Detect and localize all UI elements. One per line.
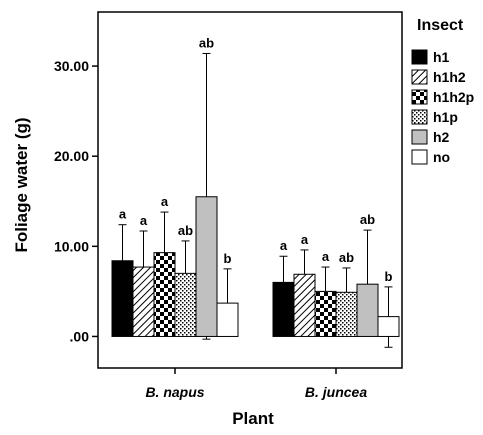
bar-h1h2p	[314, 290, 337, 337]
legend-swatch-h1h2p	[411, 89, 428, 105]
x-axis-title: Plant	[232, 409, 274, 428]
y-axis-title: Foliage water (g)	[12, 117, 31, 252]
y-tick-label: 10.00	[54, 238, 89, 254]
bar-h1h2	[132, 266, 155, 337]
legend-label-h1h2p: h1h2p	[433, 89, 474, 105]
legend-swatch-h1	[411, 49, 428, 65]
legend: Insect h1 h1h2 h1h2p h1p h2 no	[411, 17, 474, 165]
legend-label-h1p: h1p	[433, 109, 458, 125]
sig-letter-h1p: ab	[339, 250, 354, 265]
sig-letter-h1: a	[119, 207, 127, 222]
bar-h2	[356, 283, 379, 337]
legend-label-no: no	[433, 149, 450, 165]
sig-letter-h1h2p: a	[161, 194, 169, 209]
error-bars	[118, 52, 393, 348]
bar-no	[216, 302, 239, 337]
x-tick-label: B. napus	[145, 384, 204, 400]
legend-swatch-h2	[411, 129, 428, 145]
bar-h2	[195, 196, 218, 337]
sig-letter-h1h2p: a	[322, 249, 330, 264]
y-tick-label: 30.00	[54, 58, 89, 74]
legend-swatch-h1p	[411, 109, 428, 125]
legend-label-h2: h2	[433, 129, 450, 145]
legend-swatch-h1h2	[411, 69, 428, 85]
bar-no	[377, 316, 400, 337]
y-tick-label: .00	[70, 328, 90, 344]
bar-h1	[111, 260, 134, 337]
sig-letter-h1h2: a	[140, 213, 148, 228]
bar-h1h2p	[153, 252, 176, 337]
bar-h1	[272, 281, 295, 337]
bar-h1p	[335, 291, 358, 337]
x-tick-label: B. juncea	[305, 384, 367, 400]
x-axis: B. napus B. juncea	[145, 368, 367, 400]
bar-h1h2	[293, 273, 316, 337]
legend-title: Insect	[417, 17, 464, 34]
y-tick-label: 20.00	[54, 148, 89, 164]
sig-letter-h1h2: a	[301, 232, 309, 247]
sig-letter-no: b	[224, 251, 232, 266]
bar-h1p	[174, 272, 197, 337]
sig-letter-h2: ab	[199, 35, 214, 50]
sig-letter-h1: a	[280, 238, 288, 253]
y-axis: .00 10.00 20.00 30.00	[54, 58, 98, 344]
sig-letter-h1p: ab	[178, 223, 193, 238]
sig-letter-h2: ab	[360, 212, 375, 227]
legend-swatch-no	[411, 149, 428, 165]
legend-label-h1: h1	[433, 49, 450, 65]
sig-letter-no: b	[385, 269, 393, 284]
legend-label-h1h2: h1h2	[433, 69, 466, 85]
